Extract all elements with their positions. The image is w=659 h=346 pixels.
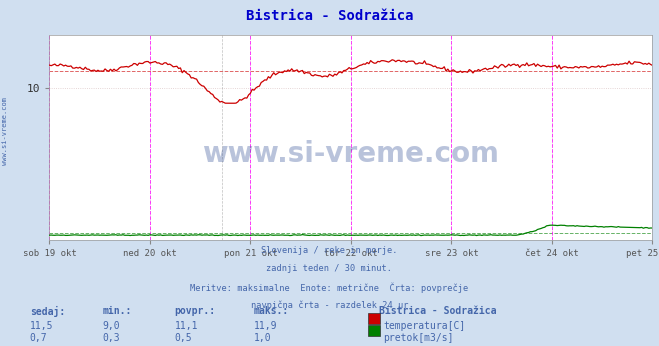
Text: povpr.:: povpr.: xyxy=(175,306,215,316)
Text: www.si-vreme.com: www.si-vreme.com xyxy=(202,140,500,168)
Text: navpična črta - razdelek 24 ur: navpična črta - razdelek 24 ur xyxy=(251,300,408,310)
Text: 0,5: 0,5 xyxy=(175,333,192,343)
Text: Bistrica - Sodražica: Bistrica - Sodražica xyxy=(379,306,496,316)
Text: zadnji teden / 30 minut.: zadnji teden / 30 minut. xyxy=(266,264,393,273)
Text: 11,1: 11,1 xyxy=(175,321,198,331)
Text: Slovenija / reke in morje.: Slovenija / reke in morje. xyxy=(261,246,398,255)
Text: Meritve: maksimalne  Enote: metrične  Črta: povprečje: Meritve: maksimalne Enote: metrične Črta… xyxy=(190,282,469,293)
Text: 0,7: 0,7 xyxy=(30,333,47,343)
Text: min.:: min.: xyxy=(102,306,132,316)
Text: sedaj:: sedaj: xyxy=(30,306,65,317)
Text: Bistrica - Sodražica: Bistrica - Sodražica xyxy=(246,9,413,22)
Text: pretok[m3/s]: pretok[m3/s] xyxy=(384,333,454,343)
Text: temperatura[C]: temperatura[C] xyxy=(384,321,466,331)
Text: www.si-vreme.com: www.si-vreme.com xyxy=(2,98,9,165)
Text: 11,5: 11,5 xyxy=(30,321,53,331)
Text: 0,3: 0,3 xyxy=(102,333,120,343)
Text: maks.:: maks.: xyxy=(254,306,289,316)
Text: 1,0: 1,0 xyxy=(254,333,272,343)
Text: 11,9: 11,9 xyxy=(254,321,277,331)
Text: 9,0: 9,0 xyxy=(102,321,120,331)
